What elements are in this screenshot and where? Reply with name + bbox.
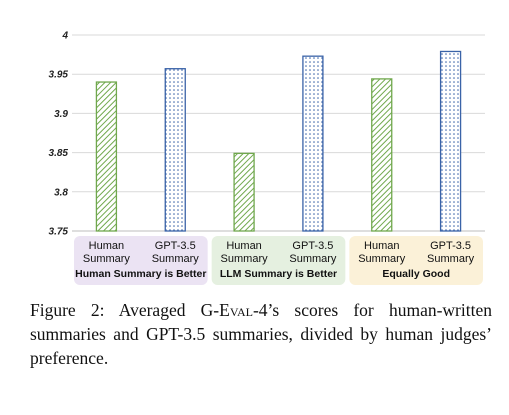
- gpt-summary-bar: [439, 50, 462, 232]
- category-label: GPT-3.5: [155, 240, 196, 252]
- caption-suffix: -4’s scores for human-written summaries …: [30, 300, 492, 368]
- bars: [95, 50, 462, 232]
- y-axis-ticks: 3.75 3.8 3.85 3.9 3.95 4: [49, 31, 69, 238]
- group-background: [349, 236, 483, 285]
- category-label: Summary: [427, 253, 475, 265]
- group-background: [74, 236, 208, 285]
- group-backgrounds: [74, 236, 483, 285]
- category-label: GPT-3.5: [430, 240, 471, 252]
- group-label: LLM Summary is Better: [220, 268, 337, 280]
- gpt-summary-bar: [302, 55, 324, 232]
- category-label: Summary: [152, 253, 200, 265]
- y-tick-label: 3.9: [54, 109, 68, 120]
- category-label: Summary: [83, 253, 131, 265]
- human-summary-bar: [233, 152, 255, 232]
- category-label: Summary: [289, 253, 337, 265]
- category-label: GPT-3.5: [292, 240, 333, 252]
- category-label: Human: [364, 240, 399, 252]
- caption-smallcaps: Eval: [219, 300, 253, 320]
- group-background: [211, 236, 346, 285]
- caption-prefix: Figure 2: Averaged G-: [30, 300, 220, 320]
- gridlines: [72, 34, 485, 232]
- y-tick-label: 3.75: [49, 227, 69, 238]
- y-tick-label: 3.85: [49, 148, 69, 159]
- bar-chart: 3.753.83.853.93.954 HumanSummaryGPT-3.5S…: [49, 31, 485, 285]
- y-tick-label: 4: [61, 31, 68, 42]
- human-summary-bar: [371, 78, 393, 232]
- group-label: Equally Good: [382, 268, 450, 280]
- y-tick-label: 3.95: [49, 70, 69, 81]
- human-summary-bar: [95, 81, 118, 232]
- category-label: Human: [89, 240, 124, 252]
- category-label: Human: [226, 240, 261, 252]
- group-label: Human Summary is Better: [75, 268, 206, 280]
- category-label: Summary: [358, 253, 406, 265]
- y-tick-label: 3.8: [54, 187, 68, 198]
- gpt-summary-bar: [164, 68, 186, 232]
- figure-caption: Figure 2: Averaged G-Eval-4’s scores for…: [30, 298, 492, 370]
- category-label: Summary: [221, 253, 269, 265]
